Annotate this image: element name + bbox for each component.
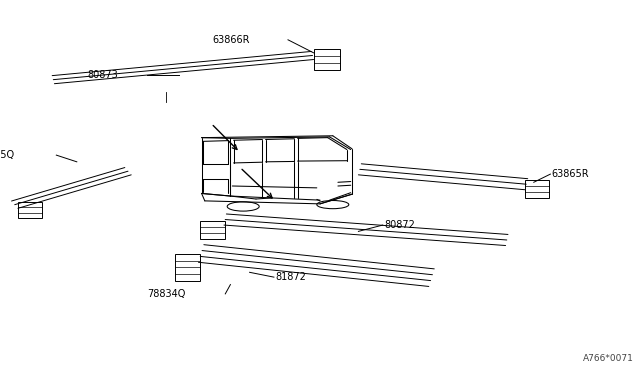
Text: 81872: 81872 <box>275 272 306 282</box>
Bar <box>314 49 340 70</box>
Text: A766*0071: A766*0071 <box>583 354 634 363</box>
Bar <box>175 254 200 281</box>
Text: 80872: 80872 <box>384 220 415 230</box>
Bar <box>200 221 225 239</box>
Text: 63866R: 63866R <box>212 35 250 45</box>
Text: 63865R: 63865R <box>552 169 589 179</box>
Text: 78B35Q: 78B35Q <box>0 150 14 160</box>
Text: 78834Q: 78834Q <box>147 289 186 299</box>
Bar <box>525 180 549 198</box>
Text: 80873: 80873 <box>88 70 118 80</box>
Bar <box>18 202 42 218</box>
